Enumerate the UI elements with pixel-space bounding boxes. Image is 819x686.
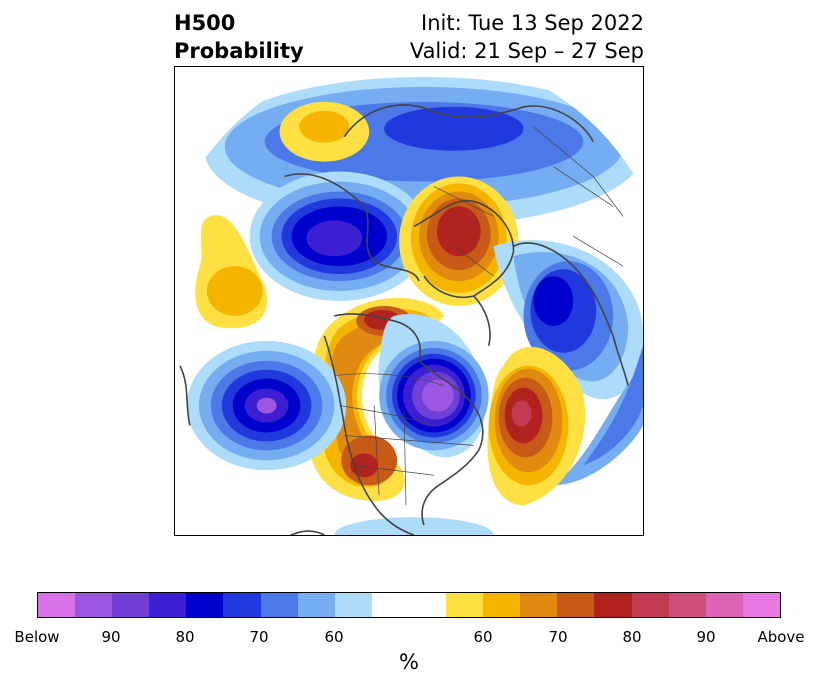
colorbar-tick-label: 70 [249, 628, 269, 646]
map-canvas [175, 67, 643, 535]
colorbar-segment [112, 593, 150, 617]
title-right: Init: Tue 13 Sep 2022 Valid: 21 Sep – 27… [410, 9, 644, 65]
title-left: H500 Probability [174, 9, 304, 65]
coastlines [179, 104, 629, 535]
borders [334, 126, 624, 506]
colorbar-tick-label: 80 [175, 628, 195, 646]
anomaly-eastern-canada-below [378, 314, 489, 458]
colorbar-tick-label: 90 [696, 628, 716, 646]
colorbar-tick-label: 60 [324, 628, 344, 646]
colorbar-segment [186, 593, 224, 617]
colorbar-tick-label: 70 [548, 628, 568, 646]
colorbar-segment [408, 593, 447, 617]
anomaly-far-left-above [195, 215, 268, 329]
colorbar-segment [260, 593, 298, 617]
colorbar-segment [742, 593, 780, 617]
anomaly-north-pacific-upper [249, 171, 429, 301]
anomaly-north-atlantic-above [487, 346, 586, 506]
colorbar-tick-label: 80 [622, 628, 642, 646]
colorbar-segment [223, 593, 261, 617]
colorbar-segment [371, 593, 409, 617]
colorbar-segment [483, 593, 521, 617]
anomaly-north-pacific-lower [186, 340, 347, 471]
colorbar-segment [149, 593, 187, 617]
colorbar-segment [631, 593, 669, 617]
anomaly-siberia-below [553, 345, 643, 486]
colorbar [37, 592, 781, 618]
colorbar-tick-label: Below [14, 628, 60, 646]
colorbar-segment [38, 593, 76, 617]
anomaly-europe-below [493, 240, 643, 400]
colorbar-segment [668, 593, 706, 617]
anomaly-arctic-above [399, 176, 519, 306]
colorbar-tick-label: 60 [473, 628, 493, 646]
colorbar-segment [334, 593, 372, 617]
colorbar-segment [75, 593, 113, 617]
colorbar-segment [594, 593, 632, 617]
anomaly-top-left-above [279, 101, 370, 162]
init-date: Init: Tue 13 Sep 2022 [421, 11, 644, 35]
probability-map [174, 66, 644, 536]
colorbar-tick-label: Above [757, 628, 805, 646]
colorbar-segment [297, 593, 335, 617]
colorbar-segment [520, 593, 558, 617]
valid-range: Valid: 21 Sep – 27 Sep [409, 39, 644, 63]
colorbar-segment [705, 593, 743, 617]
colorbar-segment [446, 593, 484, 617]
title-variable: H500 [174, 11, 236, 35]
title-field: Probability [174, 39, 304, 63]
colorbar-segment [557, 593, 595, 617]
colorbar-unit: % [399, 650, 419, 674]
colorbar-tick-label: 90 [101, 628, 121, 646]
anomaly-bottom-below [334, 517, 494, 535]
globe-mask [175, 67, 643, 535]
